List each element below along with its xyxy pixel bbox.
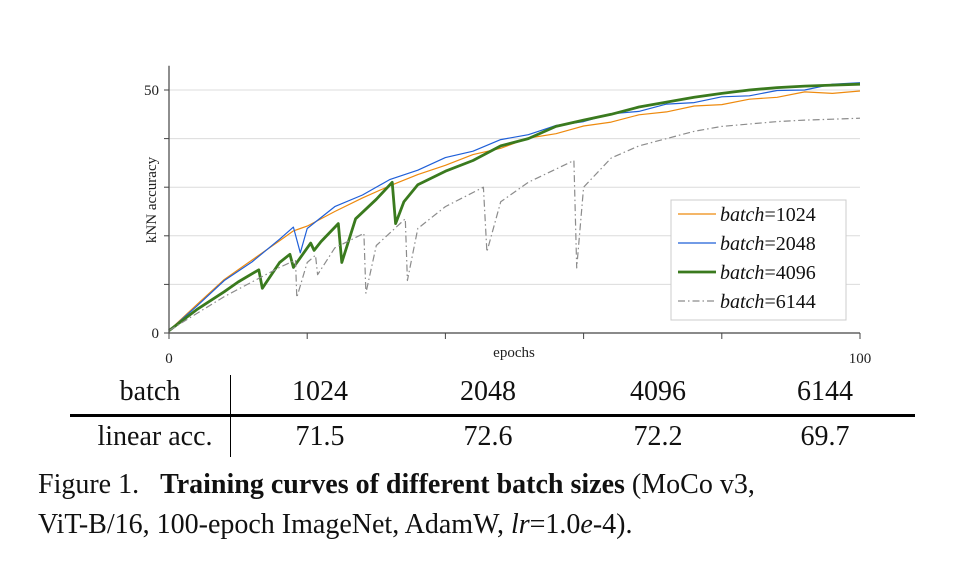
figure-caption-line2: ViT-B/16, 100-epoch ImageNet, AdamW, lr=…: [38, 509, 633, 541]
y-tick-label: 0: [152, 326, 160, 342]
caption-lr-eq: =1.0: [529, 509, 581, 540]
legend-label: batch=4096: [720, 262, 816, 284]
legend-label: batch=1024: [720, 204, 816, 226]
caption-label: Figure 1.: [38, 469, 140, 500]
legend-box: [670, 199, 847, 321]
x-tick-label: 100: [849, 351, 872, 367]
y-axis-label: kNN accuracy: [144, 156, 160, 243]
table-header-cell: 4096: [630, 376, 686, 407]
table-header-cell: 2048: [460, 376, 516, 407]
table-header-label: batch: [119, 376, 181, 407]
table-cell: 72.6: [463, 421, 513, 452]
table-header-cell: 6144: [797, 376, 853, 407]
table-cell: 72.2: [633, 421, 683, 452]
table-row-label: linear acc.: [97, 421, 213, 452]
caption-title: Training curves of different batch sizes: [160, 469, 625, 500]
table-rule: [70, 414, 915, 417]
caption-text: (MoCo v3,: [624, 469, 755, 500]
legend: batch=1024 batch=2048 batch=4096 batch=6144: [670, 199, 847, 321]
series-line-batch-1024: [168, 90, 861, 332]
table-cell: 71.5: [295, 421, 345, 452]
table-header-cell: 1024: [292, 376, 348, 407]
caption-e: e: [580, 509, 593, 540]
x-axis-label: epochs: [493, 345, 535, 361]
y-tick-label: 50: [144, 83, 159, 99]
table-vertical-rule: [230, 375, 231, 457]
caption-lr-tail: -4).: [592, 509, 633, 540]
table-cell: 69.7: [800, 421, 850, 452]
caption-text: ViT-B/16, 100-epoch ImageNet, AdamW,: [38, 509, 511, 540]
caption-lr: lr: [510, 509, 530, 540]
legend-label: batch=6144: [720, 291, 816, 313]
series-line-batch-6144: [168, 117, 861, 332]
legend-label: batch=2048: [720, 233, 816, 255]
series-line-batch-2048: [168, 82, 861, 332]
x-tick-label: 0: [165, 351, 173, 367]
series-line-batch-4096: [168, 82, 861, 332]
figure-caption: Figure 1. Training curves of different b…: [38, 469, 755, 501]
